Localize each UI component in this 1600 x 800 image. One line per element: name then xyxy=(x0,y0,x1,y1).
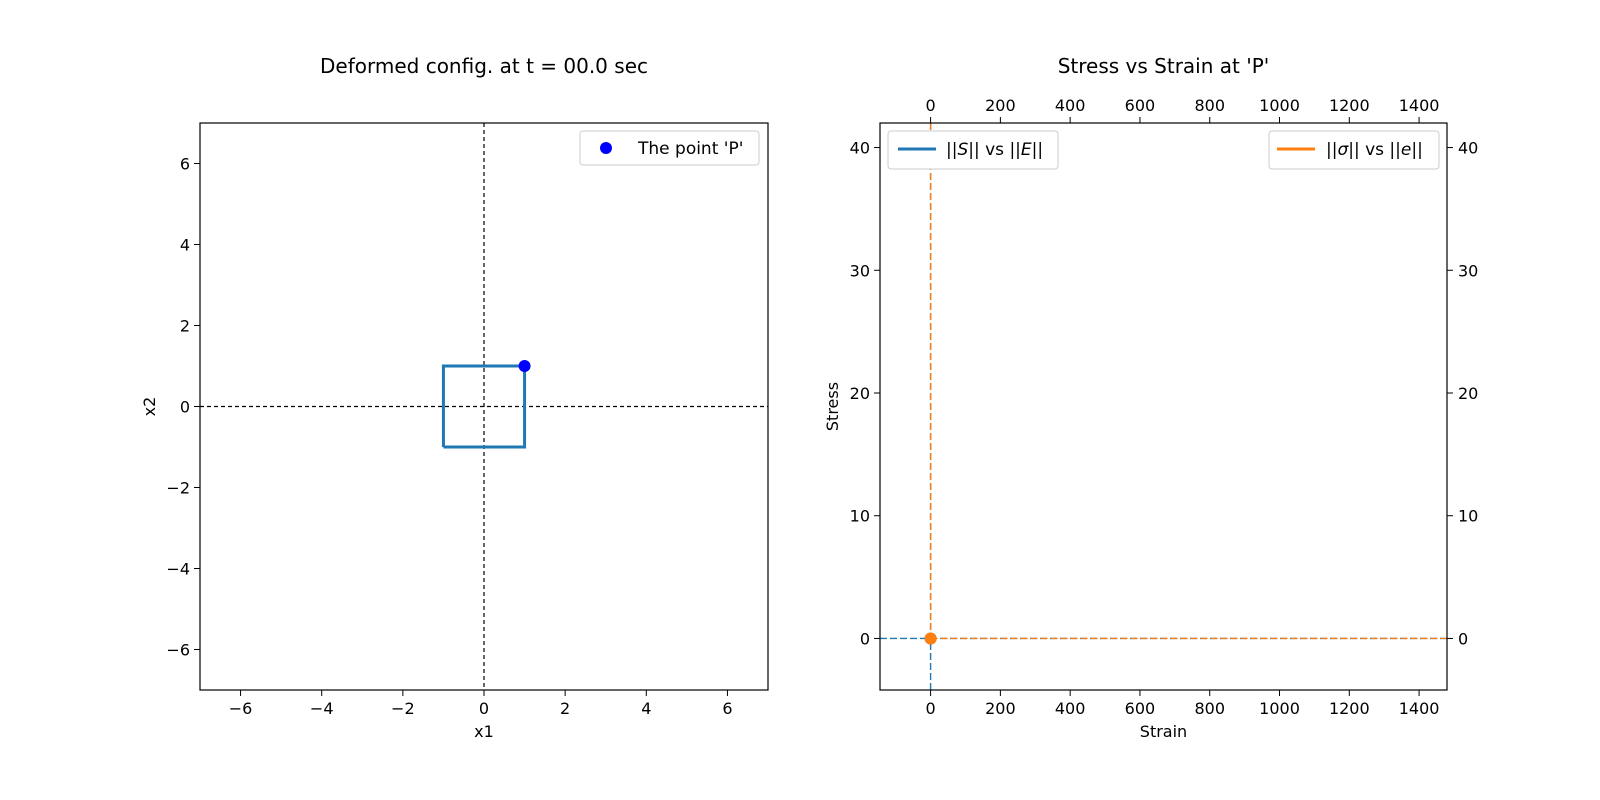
chart-title: Deformed config. at t = 00.0 sec xyxy=(320,54,648,78)
legend-label-part: || xyxy=(1411,140,1422,160)
x-tick-label: 2 xyxy=(560,699,570,718)
y-tick-label: −6 xyxy=(166,641,190,660)
y-tick-label: 4 xyxy=(180,236,190,255)
x-tick-label: 200 xyxy=(985,699,1016,718)
legend-box xyxy=(579,130,760,166)
legend-label-part: || vs || xyxy=(968,140,1021,160)
y-tick-label: 6 xyxy=(180,155,190,174)
y-tick-label: 0 xyxy=(180,398,190,417)
legend-right: ||σ|| vs ||e|| xyxy=(1268,130,1440,170)
x-tick-label: 4 xyxy=(641,699,651,718)
y-axis-label: x2 xyxy=(140,397,159,417)
legend-label-part: e xyxy=(1401,140,1411,160)
x-tick-label: 0 xyxy=(926,699,936,718)
x-tick-label: −4 xyxy=(310,699,334,718)
y-tick-label: 0 xyxy=(860,629,870,648)
series-sigma-e-point xyxy=(924,632,937,645)
y-tick-label: 40 xyxy=(850,139,870,158)
legend-left: ||S|| vs ||E|| xyxy=(887,130,1059,170)
legend-label-part: S xyxy=(957,140,968,160)
right-y-tick-label: 40 xyxy=(1458,139,1478,158)
top-x-tick-label: 400 xyxy=(1055,96,1086,115)
legend-label: The point 'P' xyxy=(637,139,743,159)
legend-label-s-e: ||S|| vs ||E|| xyxy=(946,140,1043,160)
y-axis-label: Stress xyxy=(823,382,842,431)
top-x-tick-label: 800 xyxy=(1194,96,1225,115)
x-tick-label: 1400 xyxy=(1399,699,1440,718)
y-tick-label: 10 xyxy=(850,507,870,526)
top-x-tick-label: 600 xyxy=(1125,96,1156,115)
x-tick-label: −6 xyxy=(229,699,253,718)
x-tick-label: 400 xyxy=(1055,699,1086,718)
x-tick-label: 0 xyxy=(479,699,489,718)
legend-box xyxy=(887,130,1059,170)
x-axis-label: Strain xyxy=(1140,722,1187,741)
top-x-tick-label: 1200 xyxy=(1329,96,1370,115)
x-tick-label: 800 xyxy=(1194,699,1225,718)
x-tick-label: 6 xyxy=(722,699,732,718)
legend-label-sigma-e: ||σ|| vs ||e|| xyxy=(1326,140,1423,160)
y-tick-label: 20 xyxy=(850,384,870,403)
legend-label-part: || xyxy=(1032,140,1043,160)
right-y-tick-label: 30 xyxy=(1458,261,1478,280)
x-tick-label: 1000 xyxy=(1259,699,1300,718)
x-tick-label: 600 xyxy=(1125,699,1156,718)
legend-label-part: || xyxy=(946,140,957,160)
legend-label-part: || vs || xyxy=(1348,140,1401,160)
y-tick-label: 2 xyxy=(180,317,190,336)
x-tick-label: −2 xyxy=(391,699,415,718)
legend-label-part: σ xyxy=(1337,140,1349,160)
legend: The point 'P' xyxy=(579,130,760,166)
top-x-tick-label: 1000 xyxy=(1259,96,1300,115)
x-axis-label: x1 xyxy=(474,722,494,741)
top-x-tick-label: 0 xyxy=(926,96,936,115)
right-y-tick-label: 20 xyxy=(1458,384,1478,403)
legend-marker xyxy=(600,142,612,154)
top-x-tick-label: 200 xyxy=(985,96,1016,115)
plot-frame xyxy=(879,122,1448,691)
right-y-tick-label: 10 xyxy=(1458,507,1478,526)
y-tick-label: 30 xyxy=(850,261,870,280)
legend-box xyxy=(1268,130,1440,170)
chart-title: Stress vs Strain at 'P' xyxy=(1058,54,1270,78)
y-tick-label: −2 xyxy=(166,479,190,498)
top-x-tick-label: 1400 xyxy=(1399,96,1440,115)
y-tick-label: −4 xyxy=(166,560,190,579)
point-p-marker xyxy=(518,360,531,372)
right-y-tick-label: 0 xyxy=(1458,629,1468,648)
x-tick-label: 1200 xyxy=(1329,699,1370,718)
legend-label-part: E xyxy=(1021,140,1032,160)
legend-label-part: || xyxy=(1326,140,1337,160)
deformed-config-plot: −6 −4 −2 0 2 4 6 −6 −4 −2 0 2 4 6 Deformed config. at … xyxy=(140,54,769,741)
